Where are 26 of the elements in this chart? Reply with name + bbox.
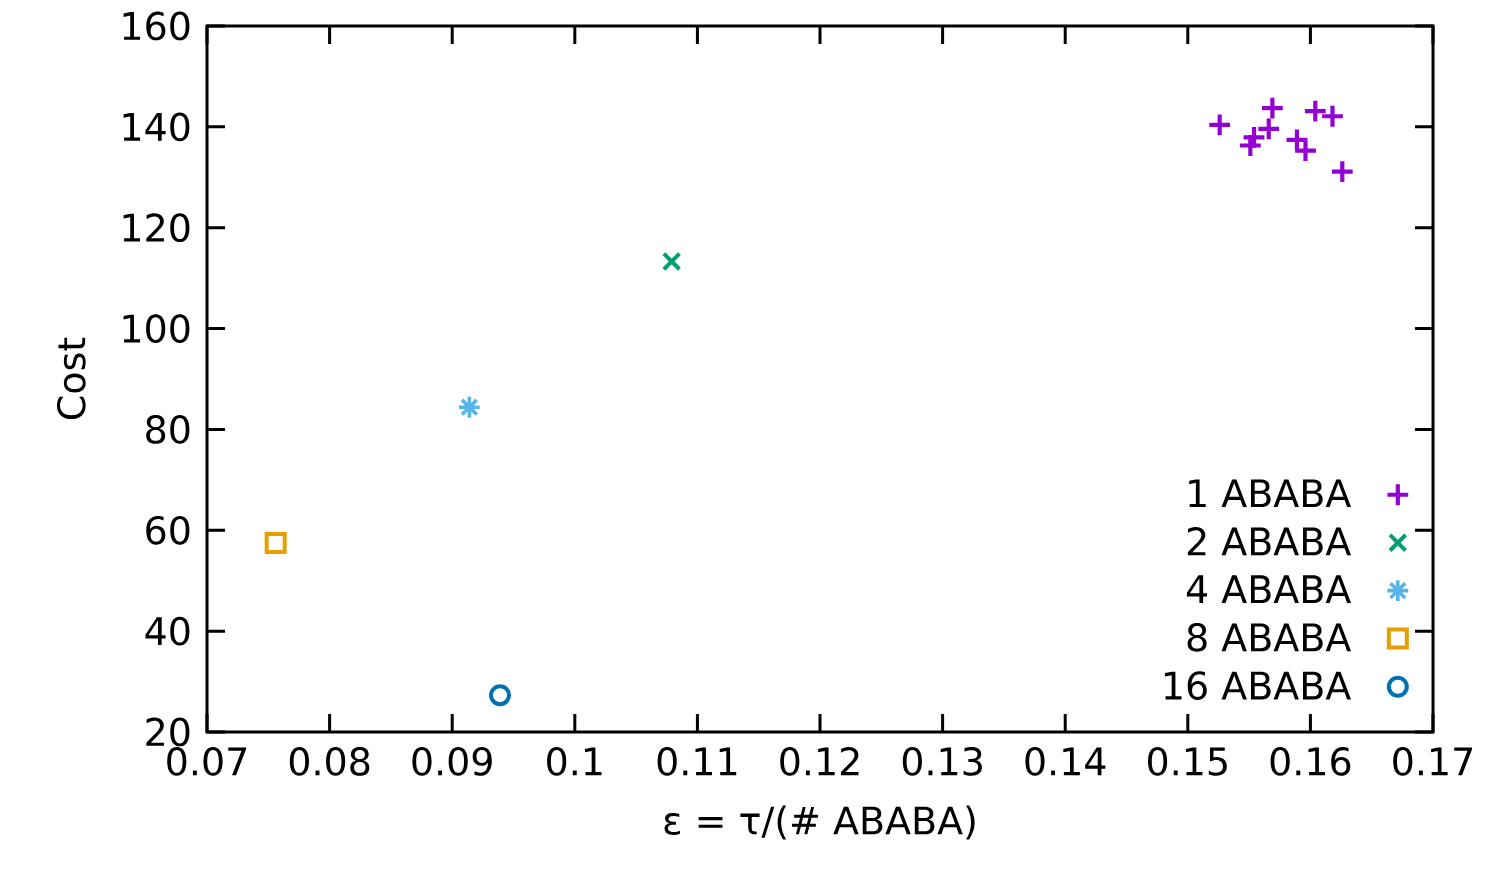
x-tick-label: 0.15 [1148, 747, 1227, 776]
legend-label: 16 ABABA [1165, 671, 1352, 700]
y-tick-label: 80 [146, 415, 190, 444]
legend-label: 4 ABABA [1186, 575, 1352, 603]
x-tick-label: 0.11 [657, 747, 737, 776]
y-tick-label: 120 [123, 213, 190, 243]
x-tick-label: 0.17 [1393, 747, 1473, 776]
y-tick-label: 20 [146, 717, 190, 747]
y-tick-label: 160 [123, 11, 190, 41]
x-axis-title: ε = τ/(# ABABA) [664, 805, 975, 840]
x-tick-label: 0.09 [412, 747, 492, 776]
y-tick-label: 40 [145, 616, 190, 646]
y-axis-title: Cost [56, 337, 86, 420]
y-tick-label: 60 [146, 515, 190, 545]
y-tick-label: 140 [123, 112, 190, 142]
x-tick-label: 0.14 [1025, 747, 1106, 776]
x-tick-label: 0.12 [780, 747, 859, 776]
x-tick-label: 0.08 [289, 747, 370, 776]
x-tick-label: 0.1 [547, 747, 602, 776]
x-tick-label: 0.16 [1270, 747, 1351, 776]
y-tick-label: 100 [123, 314, 190, 343]
legend-label: 2 ABABA [1187, 527, 1352, 556]
legend-label: 8 ABABA [1187, 623, 1352, 652]
x-tick-label: 0.13 [902, 747, 982, 776]
x-tick-label: 0.07 [167, 747, 247, 776]
legend-label: 1 ABABA [1189, 479, 1352, 508]
